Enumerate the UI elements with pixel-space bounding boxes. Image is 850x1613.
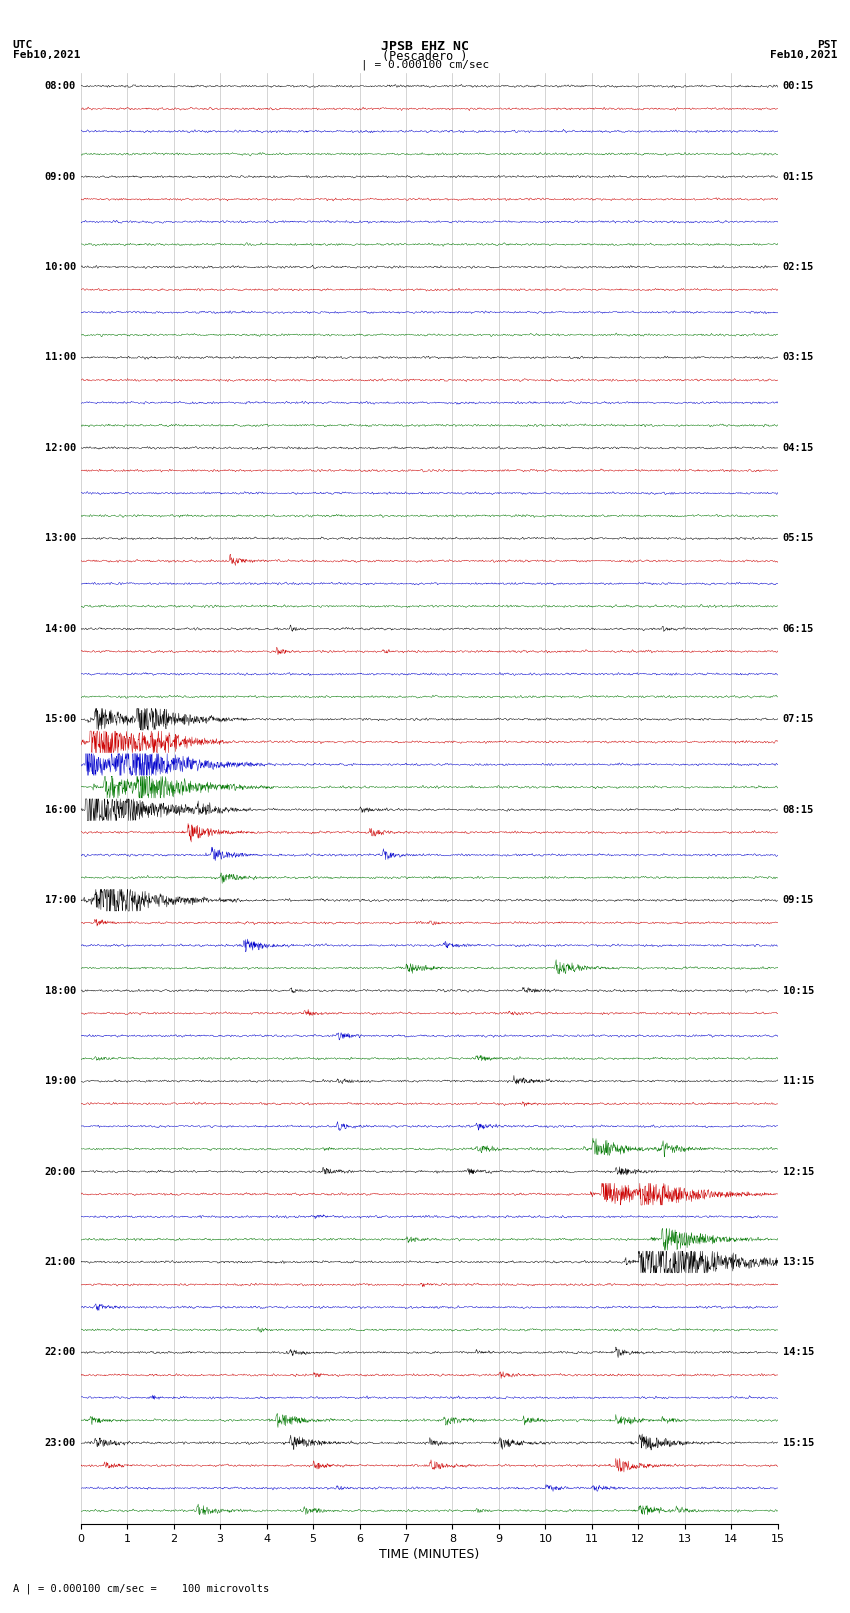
Text: 12:15: 12:15 — [783, 1166, 814, 1176]
Text: Feb10,2021: Feb10,2021 — [770, 50, 837, 60]
Text: 21:00: 21:00 — [44, 1257, 76, 1266]
Text: 09:15: 09:15 — [783, 895, 814, 905]
Text: 03:15: 03:15 — [783, 353, 814, 363]
Text: UTC: UTC — [13, 40, 33, 50]
Text: 08:15: 08:15 — [783, 805, 814, 815]
Text: 05:15: 05:15 — [783, 534, 814, 544]
Text: 13:15: 13:15 — [783, 1257, 814, 1266]
Text: 09:00: 09:00 — [44, 171, 76, 182]
Text: 14:15: 14:15 — [783, 1347, 814, 1358]
Text: (Pescadero ): (Pescadero ) — [382, 50, 468, 63]
Text: JPSB EHZ NC: JPSB EHZ NC — [381, 40, 469, 53]
Text: PST: PST — [817, 40, 837, 50]
Text: 14:00: 14:00 — [44, 624, 76, 634]
Text: 20:00: 20:00 — [44, 1166, 76, 1176]
Text: 15:00: 15:00 — [44, 715, 76, 724]
Text: 19:00: 19:00 — [44, 1076, 76, 1086]
Text: 07:15: 07:15 — [783, 715, 814, 724]
Text: 16:00: 16:00 — [44, 805, 76, 815]
Text: 23:00: 23:00 — [44, 1437, 76, 1448]
Text: 13:00: 13:00 — [44, 534, 76, 544]
Text: 11:00: 11:00 — [44, 353, 76, 363]
Text: 01:15: 01:15 — [783, 171, 814, 182]
Text: | = 0.000100 cm/sec: | = 0.000100 cm/sec — [361, 60, 489, 71]
Text: 08:00: 08:00 — [44, 81, 76, 92]
Text: 22:00: 22:00 — [44, 1347, 76, 1358]
Text: A | = 0.000100 cm/sec =    100 microvolts: A | = 0.000100 cm/sec = 100 microvolts — [13, 1582, 269, 1594]
Text: 11:15: 11:15 — [783, 1076, 814, 1086]
Text: 10:00: 10:00 — [44, 261, 76, 273]
Text: 18:00: 18:00 — [44, 986, 76, 995]
Text: 00:15: 00:15 — [783, 81, 814, 92]
Text: 10:15: 10:15 — [783, 986, 814, 995]
Text: Feb10,2021: Feb10,2021 — [13, 50, 80, 60]
X-axis label: TIME (MINUTES): TIME (MINUTES) — [379, 1548, 479, 1561]
Text: 04:15: 04:15 — [783, 444, 814, 453]
Text: 06:15: 06:15 — [783, 624, 814, 634]
Text: 17:00: 17:00 — [44, 895, 76, 905]
Text: 02:15: 02:15 — [783, 261, 814, 273]
Text: 12:00: 12:00 — [44, 444, 76, 453]
Text: 15:15: 15:15 — [783, 1437, 814, 1448]
